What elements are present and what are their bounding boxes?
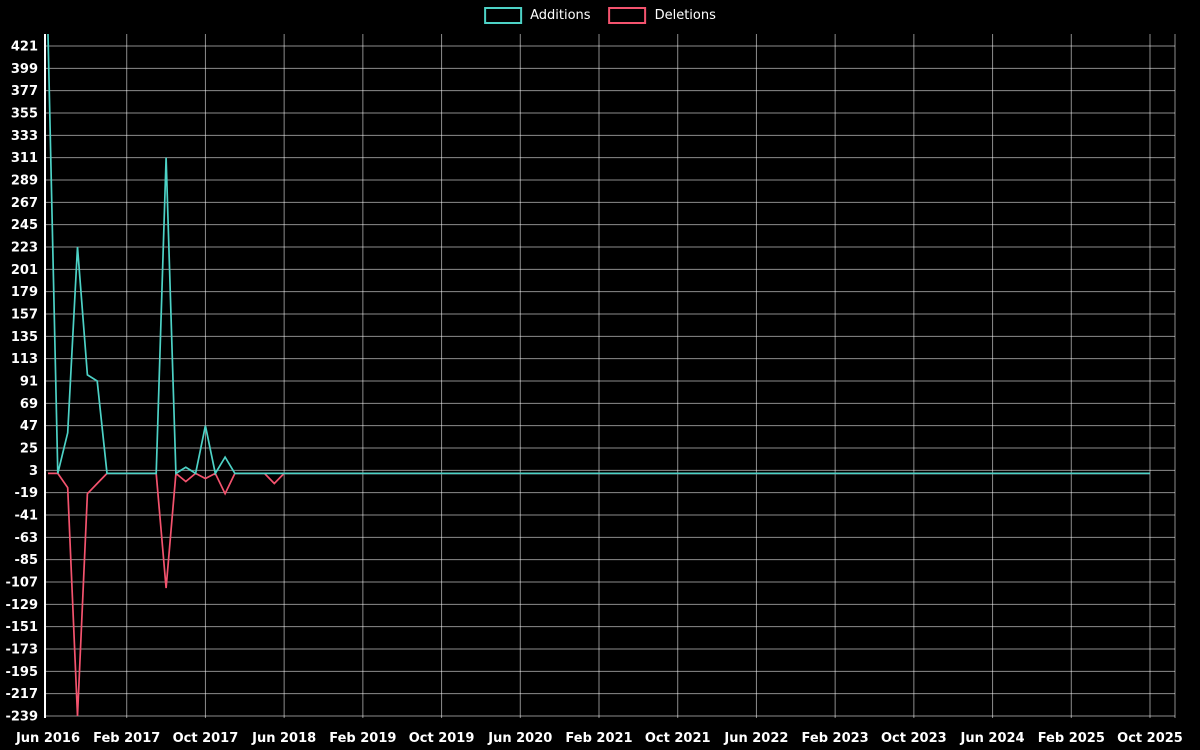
svg-text:333: 333 [11, 129, 38, 144]
svg-text:Jun 2018: Jun 2018 [251, 731, 316, 746]
legend-item-additions[interactable]: Additions [484, 7, 591, 24]
series-line-additions [47, 33, 1150, 476]
svg-text:-239: -239 [5, 710, 38, 725]
svg-text:223: 223 [11, 241, 38, 256]
svg-text:Feb 2019: Feb 2019 [329, 731, 396, 746]
svg-text:Jun 2020: Jun 2020 [487, 731, 552, 746]
additions-swatch-icon [484, 7, 523, 24]
svg-text:Feb 2017: Feb 2017 [93, 731, 160, 746]
svg-text:-63: -63 [15, 531, 39, 546]
svg-text:Oct 2021: Oct 2021 [645, 731, 711, 746]
svg-text:157: 157 [11, 308, 38, 323]
svg-text:289: 289 [11, 174, 38, 189]
svg-text:Jun 2024: Jun 2024 [960, 731, 1025, 746]
svg-text:201: 201 [11, 263, 38, 278]
svg-text:-195: -195 [5, 665, 38, 680]
svg-text:-85: -85 [15, 553, 39, 568]
svg-text:377: 377 [11, 84, 38, 99]
svg-text:Feb 2025: Feb 2025 [1038, 731, 1105, 746]
svg-text:135: 135 [11, 330, 38, 345]
svg-text:25: 25 [20, 442, 38, 457]
legend-label-deletions: Deletions [654, 8, 716, 23]
svg-text:311: 311 [11, 151, 38, 166]
svg-text:Oct 2023: Oct 2023 [881, 731, 947, 746]
deletions-swatch-icon [608, 7, 647, 24]
svg-text:179: 179 [11, 285, 38, 300]
svg-text:-107: -107 [5, 576, 38, 591]
svg-text:91: 91 [20, 375, 38, 390]
svg-text:-19: -19 [15, 486, 39, 501]
chart-legend: Additions Deletions [484, 7, 716, 24]
legend-item-deletions[interactable]: Deletions [608, 7, 716, 24]
svg-text:267: 267 [11, 196, 38, 211]
svg-text:69: 69 [20, 397, 38, 412]
svg-text:-129: -129 [5, 598, 38, 613]
svg-text:-217: -217 [5, 687, 38, 702]
svg-text:355: 355 [11, 107, 38, 122]
svg-text:Jun 2022: Jun 2022 [723, 731, 788, 746]
svg-text:421: 421 [11, 40, 38, 55]
gridlines [45, 34, 1176, 718]
svg-text:113: 113 [11, 352, 38, 367]
svg-text:Feb 2023: Feb 2023 [802, 731, 869, 746]
svg-text:-173: -173 [5, 643, 38, 658]
svg-text:Oct 2019: Oct 2019 [409, 731, 475, 746]
svg-text:-151: -151 [5, 620, 38, 635]
svg-text:-41: -41 [15, 509, 39, 524]
svg-text:47: 47 [20, 419, 38, 434]
svg-text:Jun 2016: Jun 2016 [15, 731, 80, 746]
svg-text:Feb 2021: Feb 2021 [565, 731, 632, 746]
series-lines [47, 33, 1150, 717]
svg-text:Oct 2025: Oct 2025 [1117, 731, 1183, 746]
axis-labels: 421 399 377 355 333 311 289 267 245 223 201 179 157 1… [5, 40, 1182, 747]
svg-text:245: 245 [11, 218, 38, 233]
legend-label-additions: Additions [530, 8, 591, 23]
svg-text:3: 3 [29, 464, 38, 479]
svg-text:Oct 2017: Oct 2017 [173, 731, 239, 746]
svg-text:399: 399 [11, 62, 38, 77]
